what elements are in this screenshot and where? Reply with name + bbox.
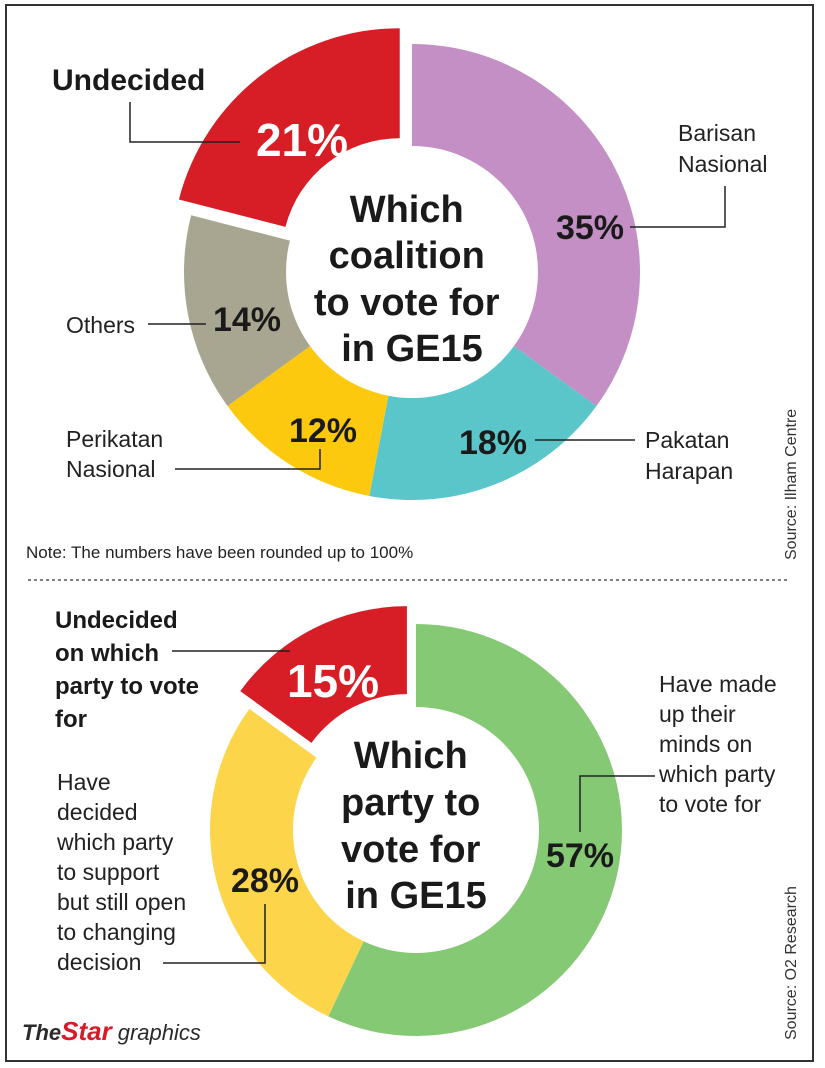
- others-category-label: Others: [66, 312, 135, 338]
- perikatan-nasional-category-label: Perikatan Nasional: [66, 426, 170, 482]
- coalition-title-line: to vote for: [314, 282, 500, 324]
- undecided-party-label-line: party to vote: [55, 673, 199, 700]
- logo-the: The: [22, 1020, 61, 1045]
- decided-but-open-label-line: to changing: [57, 919, 176, 945]
- barisan-nasional-category-label: Barisan Nasional: [678, 120, 768, 177]
- coalition-donut-hole: [286, 146, 538, 398]
- party-donut-hole: [293, 707, 539, 953]
- perikatan-nasional-label-line: Nasional: [66, 456, 156, 482]
- made-up-minds-label-line: minds on: [659, 731, 752, 757]
- perikatan-nasional-label-line: Perikatan: [66, 426, 163, 452]
- barisan-nasional-label-line: Barisan: [678, 120, 756, 146]
- pakatan-harapan-label-line: Harapan: [645, 458, 733, 484]
- undecided-party-label-line: Undecided: [55, 607, 178, 634]
- party-chart-title: Which party to vote for in GE15: [341, 735, 491, 917]
- donut-slice-undecided: [178, 28, 400, 227]
- logo-star: Star: [61, 1016, 113, 1046]
- party-title-line: Which: [354, 735, 468, 777]
- perikatan-nasional-percent-label: 12%: [289, 412, 357, 450]
- decided-but-open-label-line: decision: [57, 949, 141, 975]
- undecided-party-label-line: for: [55, 706, 87, 733]
- decided-but-open-label-line: decided: [57, 799, 138, 825]
- donut-slice-others: [184, 215, 317, 407]
- donut-slice-undecided-on-which-party-to-vote-for: [240, 606, 407, 743]
- party-title-line: party to: [341, 782, 480, 824]
- pakatan-harapan-label-line: Pakatan: [645, 427, 729, 453]
- coalition-source: Source: Ilham Centre: [783, 409, 800, 560]
- undecided-party-percent-label: 15%: [287, 655, 379, 707]
- logo-graphics: graphics: [118, 1020, 201, 1045]
- pakatan-harapan-percent-label: 18%: [459, 424, 527, 462]
- perikatan-nasional-leader-line: [175, 449, 321, 470]
- donut-slice-have-decided-which-party-to-support-but-still-open-to-changing-decision: [209, 708, 366, 1017]
- made-up-minds-category-label: Have made up their minds on which party …: [658, 671, 783, 817]
- barisan-nasional-percent-label: 35%: [556, 209, 624, 247]
- barisan-nasional-label-line: Nasional: [678, 151, 768, 177]
- decided-but-open-percent-label: 28%: [231, 862, 299, 900]
- undecided-percent-label: 21%: [256, 114, 348, 166]
- barisan-nasional-leader-line: [630, 186, 726, 228]
- made-up-minds-percent-label: 57%: [546, 837, 614, 875]
- made-up-minds-leader-line: [579, 775, 655, 832]
- party-donut-chart: Which party to vote for in GE15 15% 57% …: [55, 606, 800, 1040]
- undecided-category-label: Undecided: [52, 64, 205, 97]
- made-up-minds-label-line: to vote for: [659, 791, 762, 817]
- coalition-title-line: coalition: [329, 235, 485, 277]
- donut-slice-pakatan-harapan: [369, 341, 597, 500]
- made-up-minds-label-line: which party: [658, 761, 776, 787]
- decided-but-open-category-label: Have decided which party to support but …: [56, 769, 193, 975]
- others-percent-label: 14%: [213, 301, 281, 339]
- thestar-graphics-logo: TheStar graphics: [22, 1016, 201, 1046]
- coalition-chart-title: Which coalition to vote for in GE15: [314, 189, 510, 370]
- coalition-donut-chart: Which coalition to vote for in GE15 21% …: [26, 28, 800, 562]
- undecided-leader-line: [129, 102, 240, 143]
- party-title-line: vote for: [341, 829, 481, 871]
- undecided-party-category-label: Undecided on which party to vote for: [55, 607, 206, 733]
- undecided-party-label-line: on which: [55, 640, 159, 667]
- coalition-title-line: in GE15: [341, 328, 483, 370]
- infographic-frame: [5, 4, 814, 1062]
- decided-but-open-leader-line: [163, 904, 266, 964]
- decided-but-open-label-line: Have: [57, 769, 111, 795]
- donut-slice-have-made-up-their-minds-on-which-party-to-vote-for: [328, 624, 622, 1036]
- pakatan-harapan-category-label: Pakatan Harapan: [645, 427, 736, 484]
- made-up-minds-label-line: Have made: [659, 671, 777, 697]
- decided-but-open-label-line: to support: [57, 859, 160, 885]
- decided-but-open-label-line: which party: [56, 829, 174, 855]
- made-up-minds-label-line: up their: [659, 701, 736, 727]
- party-source: Source: O2 Research: [783, 886, 800, 1040]
- decided-but-open-label-line: but still open: [57, 889, 186, 915]
- coalition-note: Note: The numbers have been rounded up t…: [26, 543, 413, 562]
- coalition-title-line: Which: [350, 189, 464, 231]
- party-title-line: in GE15: [345, 875, 487, 917]
